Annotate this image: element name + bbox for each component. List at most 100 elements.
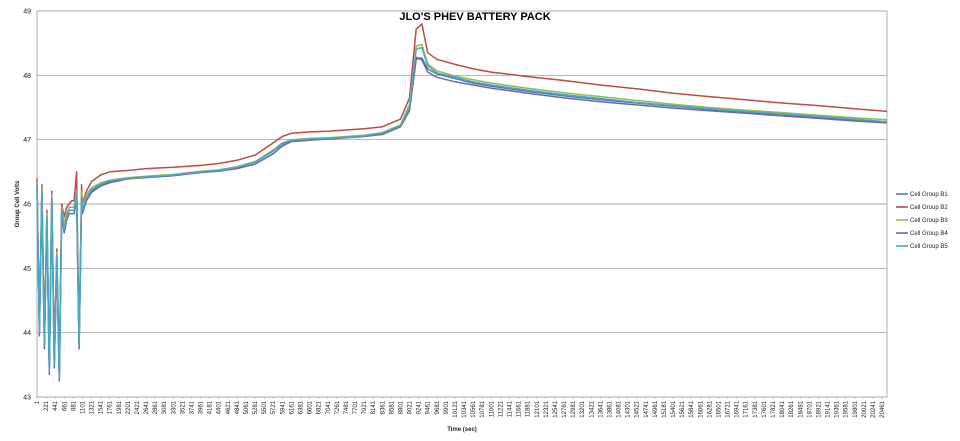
x-tick-label: 6381 xyxy=(299,400,305,414)
x-tick-label: 20021 xyxy=(862,400,868,417)
x-tick-label: 13641 xyxy=(598,400,604,417)
x-tick-label: 12101 xyxy=(535,400,541,417)
chart-title: JLO'S PHEV BATTERY PACK xyxy=(399,11,550,23)
legend-label: Cell Group B2 xyxy=(910,205,948,211)
x-tick-label: 9681 xyxy=(435,400,441,414)
legend-label: Cell Group B5 xyxy=(910,244,948,250)
x-tick-label: 18041 xyxy=(780,400,786,417)
x-tick-label: 5721 xyxy=(271,400,277,414)
x-tick-label: 1981 xyxy=(117,400,123,414)
x-tick-label: 20461 xyxy=(880,400,886,417)
x-tick-label: 6601 xyxy=(308,400,314,414)
x-tick-label: 19581 xyxy=(844,400,850,417)
x-tick-label: 5941 xyxy=(280,400,286,414)
x-tick-label: 16941 xyxy=(735,400,741,417)
x-tick-label: 20241 xyxy=(871,400,877,417)
x-tick-label: 11661 xyxy=(517,400,523,417)
x-tick-label: 7701 xyxy=(353,400,359,414)
x-tick-label: 14301 xyxy=(626,400,632,417)
x-tick-label: 17381 xyxy=(753,400,759,417)
x-tick-label: 10561 xyxy=(471,400,477,417)
x-tick-label: 1101 xyxy=(80,400,86,414)
x-tick-label: 8141 xyxy=(371,400,377,414)
x-tick-label: 15401 xyxy=(671,400,677,417)
x-tick-label: 14521 xyxy=(635,400,641,417)
x-tick-label: 4621 xyxy=(226,400,232,414)
legend-label: Cell Group B3 xyxy=(910,218,948,224)
y-tick-label: 47 xyxy=(23,137,31,144)
x-tick-label: 1321 xyxy=(90,400,96,414)
y-tick-label: 43 xyxy=(23,395,31,402)
x-tick-label: 6161 xyxy=(289,400,295,414)
x-tick-label: 661 xyxy=(62,400,68,411)
x-tick-label: 12541 xyxy=(553,400,559,417)
x-tick-label: 3301 xyxy=(171,400,177,414)
x-tick-label: 7481 xyxy=(344,400,350,414)
legend-label: Cell Group B4 xyxy=(910,231,948,237)
x-tick-label: 16501 xyxy=(716,400,722,417)
x-tick-label: 18701 xyxy=(807,400,813,417)
x-tick-label: 2201 xyxy=(126,400,132,414)
x-tick-label: 3521 xyxy=(180,400,186,414)
x-tick-label: 18921 xyxy=(816,400,822,417)
x-tick-label: 1541 xyxy=(99,400,105,414)
x-tick-label: 8581 xyxy=(389,400,395,414)
x-tick-label: 2641 xyxy=(144,400,150,414)
x-tick-label: 13861 xyxy=(607,400,613,417)
series-line-cell-group-b2 xyxy=(36,23,888,373)
x-tick-label: 441 xyxy=(53,400,59,411)
y-tick-label: 46 xyxy=(23,202,31,209)
y-tick-label: 44 xyxy=(23,330,31,337)
x-tick-label: 4401 xyxy=(217,400,223,414)
x-tick-label: 18261 xyxy=(789,400,795,417)
x-tick-label: 10781 xyxy=(480,400,486,417)
x-tick-label: 11881 xyxy=(526,400,532,417)
x-tick-label: 4841 xyxy=(235,400,241,414)
x-tick-label: 11221 xyxy=(498,400,504,417)
x-tick-label: 1 xyxy=(35,400,41,404)
x-tick-label: 7261 xyxy=(335,400,341,414)
x-tick-label: 8361 xyxy=(380,400,386,414)
x-tick-label: 16281 xyxy=(707,400,713,417)
x-tick-label: 10121 xyxy=(453,400,459,417)
series-lines xyxy=(36,23,888,382)
x-tick-label: 9021 xyxy=(408,400,414,414)
x-tick-label: 18481 xyxy=(798,400,804,417)
x-tick-label: 881 xyxy=(71,400,77,411)
x-tick-label: 9461 xyxy=(426,400,432,414)
y-axis-label: Group Cell Volts xyxy=(15,180,21,227)
x-tick-label: 11001 xyxy=(489,400,495,417)
x-tick-label: 12761 xyxy=(562,400,568,417)
x-tick-label: 5281 xyxy=(253,400,259,414)
x-tick-label: 5061 xyxy=(244,400,250,414)
x-tick-label: 15181 xyxy=(662,400,668,417)
x-tick-label: 14081 xyxy=(617,400,623,417)
x-tick-label: 16721 xyxy=(726,400,732,417)
series-line-cell-group-b5 xyxy=(36,46,888,379)
x-tick-label: 11441 xyxy=(507,400,513,417)
x-tick-label: 4181 xyxy=(208,400,214,414)
y-tick-label: 45 xyxy=(23,266,31,273)
x-tick-label: 19141 xyxy=(826,400,832,417)
x-tick-label: 2861 xyxy=(153,400,159,414)
y-tick-label: 49 xyxy=(23,9,31,16)
x-tick-label: 3961 xyxy=(199,400,205,414)
x-tick-label: 14741 xyxy=(644,400,650,417)
x-tick-label: 1761 xyxy=(108,400,114,414)
x-tick-label: 13421 xyxy=(589,400,595,417)
x-tick-label: 17821 xyxy=(771,400,777,417)
x-tick-label: 7041 xyxy=(326,400,332,414)
x-tick-label: 9241 xyxy=(417,400,423,414)
x-tick-label: 8801 xyxy=(398,400,404,414)
x-tick-label: 12321 xyxy=(544,400,550,417)
x-tick-label: 3741 xyxy=(189,400,195,414)
x-tick-label: 16061 xyxy=(698,400,704,417)
x-tick-label: 6821 xyxy=(317,400,323,414)
x-tick-label: 13201 xyxy=(580,400,586,417)
x-tick-label: 5501 xyxy=(262,400,268,414)
x-tick-label: 3081 xyxy=(162,400,168,414)
x-tick-label: 9901 xyxy=(444,400,450,414)
